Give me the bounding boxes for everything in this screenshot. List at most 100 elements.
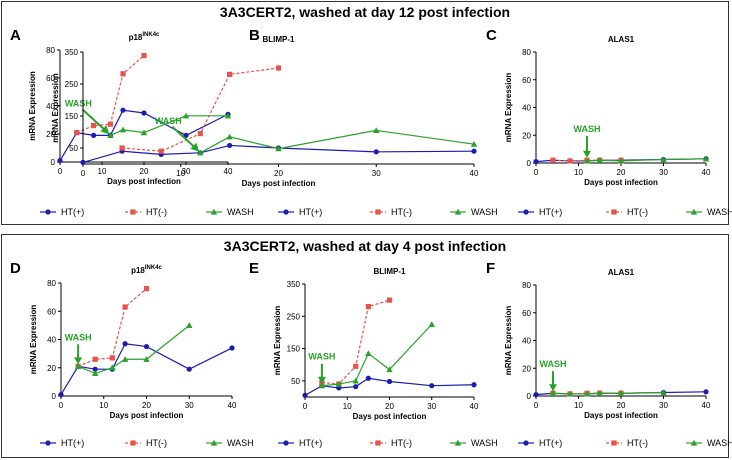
x-tick-label: 10 (176, 169, 185, 178)
series-line-HT(-) (552, 159, 621, 162)
y-tick-label: 250 (287, 312, 301, 321)
chart-title: ALAS1 (608, 35, 635, 44)
y-axis-label: mRNA Expression (504, 306, 513, 376)
data-point-WASH (143, 356, 150, 362)
y-tick-label: 20 (522, 364, 531, 373)
legend-label: HT(+) (299, 438, 322, 448)
wash-arrow-head (317, 376, 326, 384)
x-tick-label: 0 (59, 401, 64, 410)
y-axis-label: mRNA Expression (29, 305, 38, 375)
wash-arrow-head (190, 142, 200, 152)
y-tick-label: 350 (287, 280, 301, 289)
wash-annotation-label: WASH (65, 332, 92, 342)
legend-label: HT(-) (391, 438, 412, 448)
data-point-HT(-) (91, 123, 97, 129)
data-point-WASH (566, 390, 574, 397)
series-line-HT(-) (77, 288, 147, 367)
x-tick-label: 30 (427, 402, 436, 411)
data-point-HT(-) (550, 157, 556, 163)
legend-label: WASH (707, 438, 732, 448)
data-point-HT(+) (143, 343, 150, 350)
y-tick-label: 60 (47, 307, 56, 316)
series-line-HT(-) (321, 299, 390, 385)
legend-label: HT(+) (539, 207, 562, 217)
data-point-WASH (660, 156, 667, 163)
x-tick-label: 0 (81, 169, 86, 178)
y-tick-label: 20 (522, 131, 531, 140)
y-tick-label: 60 (522, 76, 531, 85)
x-axis-label: Days post infection (584, 411, 658, 420)
wash-annotation-label: WASH (65, 98, 92, 108)
data-point-WASH (365, 350, 372, 357)
legend-marker-WASH (690, 208, 698, 215)
data-point-HT(-) (143, 286, 150, 292)
y-tick-label: 40 (47, 336, 56, 345)
data-point-HT(-) (122, 304, 128, 310)
data-point-WASH (224, 112, 232, 119)
wash-arrow-head (583, 150, 591, 158)
x-tick-label: 30 (659, 168, 668, 177)
x-tick-label: 0 (534, 401, 539, 410)
chart-legend: HT(+) HT(-) WASH (518, 207, 732, 217)
legend-label: HT(+) (299, 207, 322, 217)
x-axis-label: Days post infection (353, 412, 427, 421)
data-point-HT(-) (227, 71, 233, 77)
series-line-WASH (552, 391, 664, 395)
data-point-HT(-) (119, 145, 125, 151)
data-point-HT(-) (92, 356, 98, 362)
y-tick-label: 50 (291, 377, 300, 386)
y-tick-label: 60 (522, 309, 531, 318)
legend-label: WASH (471, 438, 498, 448)
x-tick-label: 10 (343, 402, 352, 411)
chart-title-superscript: INK4c (142, 32, 160, 38)
y-tick-label: 20 (46, 130, 55, 139)
chart-panel-f: F ALAS1 0 20 40 60 80 0 10 20 30 40 Days post infect… (486, 260, 732, 448)
y-tick-label: 0 (527, 392, 532, 401)
x-tick-label: 30 (185, 401, 194, 410)
data-point-WASH (74, 363, 82, 369)
y-tick-label: 40 (46, 102, 55, 111)
series-line-HT(+) (60, 343, 233, 395)
data-point-HT(+) (471, 148, 477, 154)
y-tick-label: 60 (46, 74, 55, 83)
section-2-title: 3A3CERT2, washed at day 4 post infection (223, 238, 507, 254)
panel-letter: E (249, 260, 259, 277)
chart-panel-c: C ALAS1 0 20 40 60 80 0 10 20 30 40 Days post infect… (486, 27, 732, 217)
y-axis-label: mRNA Expression (28, 71, 37, 141)
data-point-HT(+) (353, 384, 359, 390)
data-point-HT(+) (386, 378, 393, 385)
panel-letter: D (10, 260, 21, 277)
legend-marker-HT(-) (611, 440, 617, 446)
legend-marker-HT(+) (523, 440, 529, 446)
chart-legend: HT(+) HT(-) WASH (278, 207, 498, 217)
data-point-WASH (109, 364, 116, 371)
x-axis-label: Days post infection (242, 179, 316, 188)
data-point-WASH (352, 377, 359, 384)
x-tick-label: 40 (702, 168, 711, 177)
series-line-HT(+) (304, 377, 475, 396)
legend-marker-HT(-) (375, 209, 381, 215)
legend-label: HT(-) (146, 438, 167, 448)
data-point-HT(+) (91, 132, 97, 138)
y-tick-label: 250 (65, 80, 79, 89)
wash-annotation-label: WASH (308, 352, 335, 362)
legend-marker-WASH (454, 208, 462, 215)
chart-panel-e: E BLIMP-1 50 150 250 350 0 10 20 30 40 Days post in… (249, 260, 498, 448)
chart-title: p18INK4c (129, 32, 160, 42)
data-point-WASH (107, 132, 114, 138)
data-point-HT(-) (386, 297, 393, 303)
y-axis-label: mRNA Expression (504, 73, 513, 143)
chart-title: ALAS1 (608, 268, 635, 277)
x-tick-label: 40 (224, 167, 233, 176)
x-axis-label: Days post infection (110, 411, 184, 420)
x-tick-label: 20 (140, 167, 149, 176)
y-tick-label: 0 (52, 392, 57, 401)
legend-marker-HT(+) (523, 209, 529, 215)
x-tick-label: 10 (574, 168, 583, 177)
data-point-WASH (583, 157, 591, 164)
panel-letter: F (486, 260, 495, 277)
legend-marker-WASH (690, 439, 698, 446)
data-point-HT(-) (567, 158, 573, 164)
